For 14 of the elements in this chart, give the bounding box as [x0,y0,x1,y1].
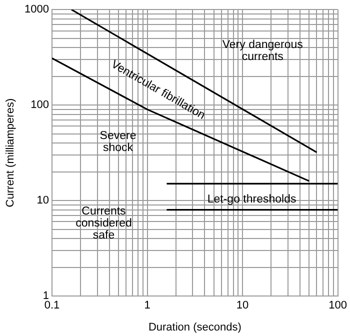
x-tick-label: 10 [236,300,249,312]
x-axis-title: Duration (seconds) [148,321,242,334]
y-tick-label: 10 [36,194,49,207]
annotation: Severe shock [100,130,136,154]
y-axis-title: Current (milliamperes) [4,98,17,208]
x-tick-label: 1 [144,300,150,312]
y-tick-label: 100 [30,99,49,112]
x-tick-label: 100 [328,300,348,312]
annotation: Currents considered safe [76,206,132,242]
annotation: Very dangerous currents [222,39,304,64]
x-tick-label: 0.1 [44,300,60,312]
y-tick-label: 1000 [24,4,49,16]
y-tick-label: 1 [42,290,49,302]
annotation: Let-go thresholds [207,194,296,206]
